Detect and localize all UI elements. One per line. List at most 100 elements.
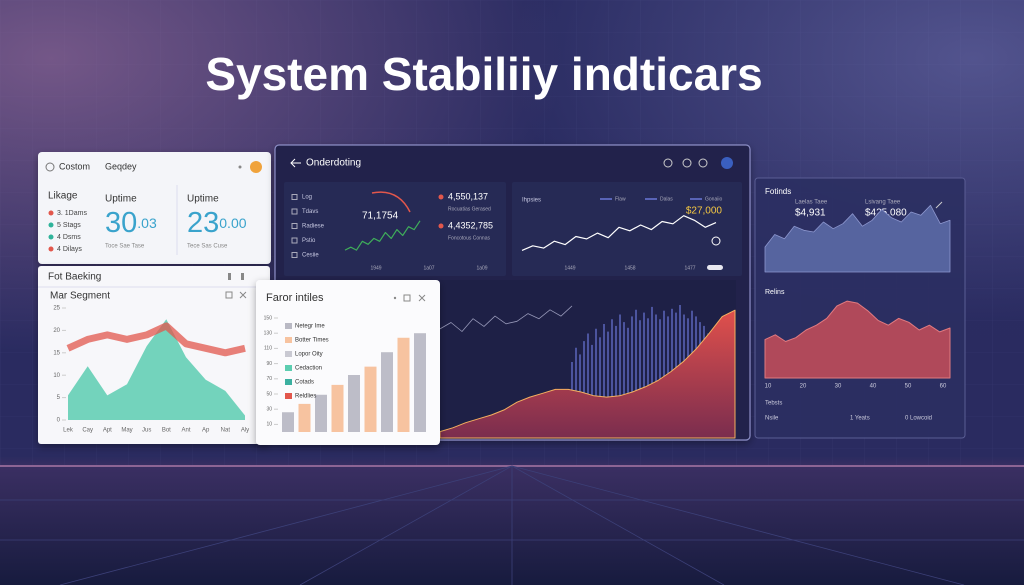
metric-decimals: .03 — [137, 215, 157, 231]
legend-label: Dalas — [660, 196, 673, 202]
y-tick-label: 90 — [266, 361, 272, 367]
stat-value: $4,931 — [795, 208, 826, 219]
x-tick-label: 1a09 — [476, 265, 487, 271]
bar — [315, 394, 327, 432]
gauge-arc — [371, 191, 411, 213]
x-tick-label: 40 — [870, 384, 877, 390]
metric-value: 230.00 — [187, 207, 247, 239]
line — [439, 305, 573, 332]
legend-label: Gonaiio — [705, 196, 722, 202]
marker — [711, 236, 721, 246]
card — [38, 152, 271, 264]
menu-item: Pstio — [302, 238, 316, 244]
band-line — [66, 322, 246, 357]
footer-item: 0 Lowcoid — [905, 416, 932, 422]
x-tick-label: Apt — [103, 428, 112, 434]
sparkline — [344, 220, 421, 251]
subpanel — [284, 182, 506, 276]
x-tick-label: Nat — [221, 428, 231, 434]
bar — [397, 337, 410, 432]
y-tick-label: 0 — [57, 418, 61, 424]
spark-value: 71,1754 — [362, 211, 399, 222]
section-title: Tebsts — [765, 401, 782, 407]
bar — [414, 333, 426, 432]
trend-value: $27,000 — [686, 206, 723, 217]
metric-decimals: 0.00 — [219, 215, 246, 231]
tab: Geqdey — [105, 161, 137, 171]
y-tick-label: 10 — [266, 422, 272, 428]
area — [764, 204, 951, 273]
x-tick-label: 20 — [800, 384, 807, 390]
icon — [225, 291, 233, 299]
legend-label: Botter Times — [295, 338, 329, 344]
legend-label: Cedaction — [295, 366, 322, 372]
legend-label: Reldlies — [295, 394, 316, 400]
stat-dot — [438, 223, 444, 229]
x-tick-label: Aly — [241, 428, 249, 434]
x-tick-label: May — [121, 428, 132, 434]
bar — [282, 412, 294, 432]
icon — [45, 162, 55, 172]
menu-item: Cesiie — [302, 253, 319, 259]
y-tick-label: 110 — [264, 346, 272, 352]
metric-integer: 30 — [105, 207, 137, 239]
legend-swatch — [285, 393, 292, 399]
menu-icon — [291, 194, 298, 200]
area — [764, 300, 951, 379]
area — [68, 319, 245, 420]
menu-button — [238, 165, 242, 169]
section-title: Relins — [765, 289, 785, 296]
metric-integer: 23 — [187, 207, 219, 239]
y-tick-label: 30 — [266, 407, 272, 413]
legend-label: Flaw — [615, 196, 626, 202]
stat-caption: Foncotous Connas — [448, 235, 490, 241]
menu-button — [393, 296, 397, 300]
legend-swatch — [285, 351, 292, 357]
y-tick-label: 70 — [266, 376, 272, 382]
card-title: Faror intiles — [266, 292, 324, 304]
x-tick-label: Bot — [162, 428, 171, 434]
pill — [707, 265, 723, 270]
legend-swatch — [285, 379, 292, 385]
x-tick-label: 50 — [905, 384, 912, 390]
x-tick-label: Cay — [82, 428, 93, 434]
legend-label: Netegr Ime — [295, 324, 325, 330]
icon — [239, 291, 247, 299]
bar — [331, 384, 344, 432]
y-tick-label: 20 — [53, 328, 60, 334]
list-item: 5 Stags — [57, 222, 81, 229]
icon — [418, 294, 426, 302]
legend-swatch — [285, 337, 292, 343]
x-tick-label: 1949 — [370, 265, 381, 271]
icon — [935, 201, 943, 209]
stat-value: 4,4352,785 — [448, 220, 493, 230]
menu-item: Radiese — [302, 224, 325, 230]
icon — [241, 273, 244, 280]
list-item: 4 Dsms — [57, 234, 81, 241]
menu-item: Log — [302, 195, 312, 201]
metric-label: Uptime — [187, 194, 219, 205]
panel-title: Fotinds — [765, 187, 791, 196]
y-tick-label: 10 — [53, 373, 60, 379]
x-tick-label: 1477 — [684, 265, 695, 271]
x-tick-label: 1a07 — [423, 265, 434, 271]
menu-icon — [291, 208, 298, 215]
card — [256, 280, 440, 445]
status-dot — [48, 222, 54, 228]
stat-label: Laelas Taee — [795, 200, 828, 206]
tab: Costom — [59, 161, 90, 171]
bar — [381, 352, 393, 432]
icon — [403, 294, 411, 302]
y-tick-label: 15 — [53, 350, 60, 356]
avatar — [721, 157, 733, 169]
stat-value: 4,550,137 — [448, 191, 488, 201]
list-item: 4 Dilays — [57, 246, 82, 253]
y-tick-label: 150 — [264, 315, 273, 321]
panel-title: Onderdoting — [306, 158, 361, 169]
metric-caption: Toce Sae Tase — [105, 244, 145, 250]
y-tick-label: 5 — [57, 395, 61, 401]
x-tick-label: 1449 — [564, 265, 575, 271]
card-subtitle: Mar Segment — [50, 291, 110, 302]
